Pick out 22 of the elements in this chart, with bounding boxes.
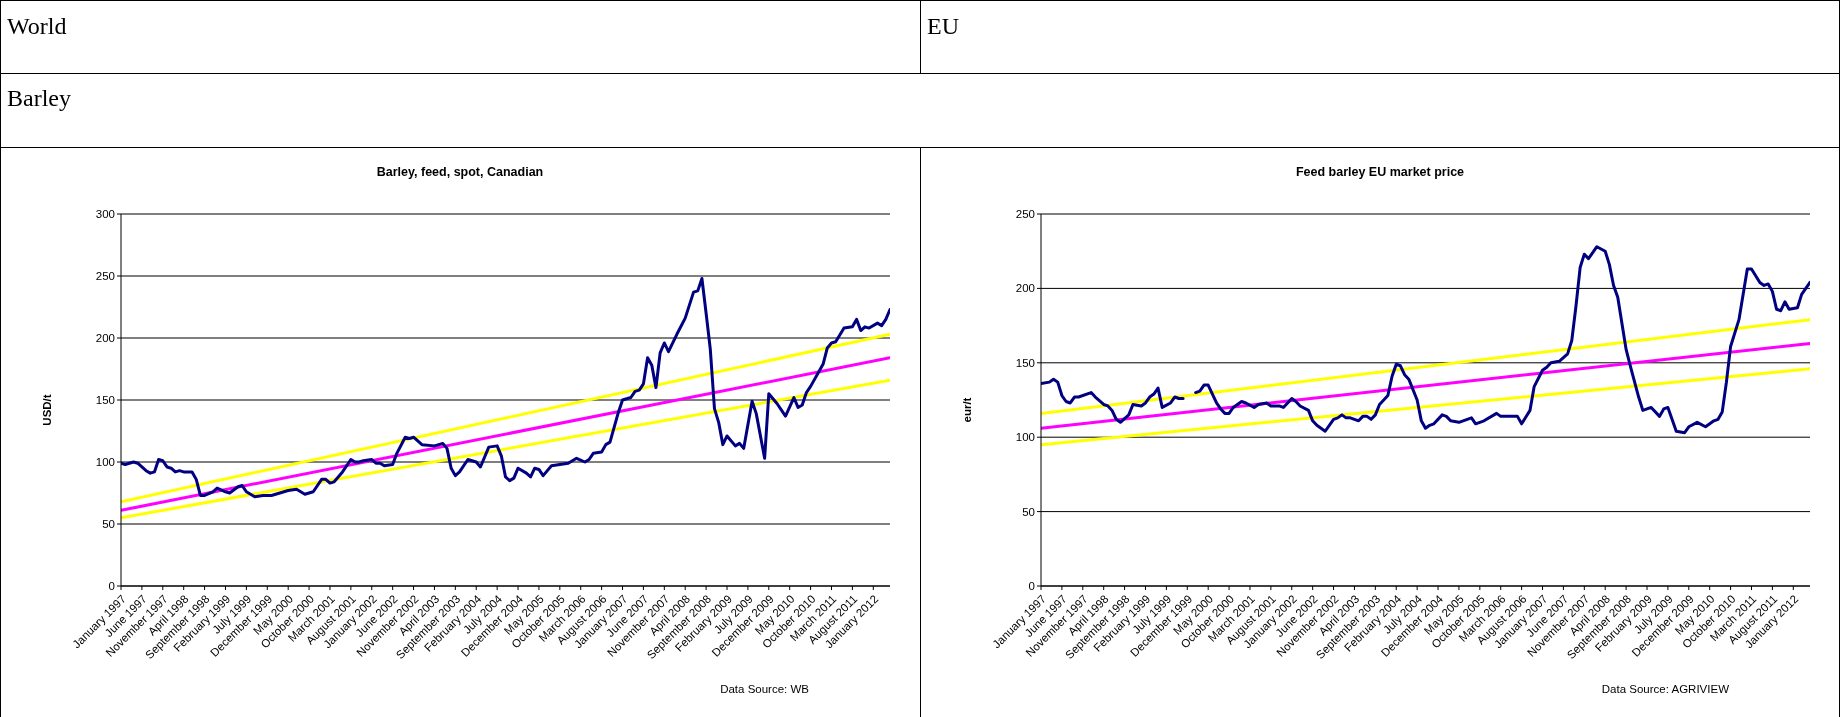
y-tick-label: 200	[95, 332, 115, 345]
text: Barley	[7, 85, 71, 112]
y-tick-label: 0	[108, 580, 115, 593]
y-tick-label: 0	[1028, 580, 1035, 593]
y-tick-label: 150	[95, 394, 115, 407]
y-axis-title: USD/t	[41, 393, 54, 428]
y-tick-label: 50	[1022, 505, 1035, 518]
source-note: Data Source: WB	[720, 683, 809, 695]
y-tick-label: 250	[95, 270, 115, 283]
y-tick-label: 150	[1015, 356, 1035, 369]
y-tick-label: 300	[95, 208, 115, 221]
chart-title: Feed barley EU market price	[1294, 165, 1466, 179]
y-tick-label: 200	[1015, 282, 1035, 295]
source-note: Data Source: AGRIVIEW	[1601, 683, 1729, 695]
y-tick-label: 100	[95, 456, 115, 469]
y-axis-title: eur/t	[961, 396, 974, 425]
y-tick-label: 50	[102, 518, 115, 531]
y-tick-label: 250	[1015, 208, 1035, 221]
y-tick-label: 100	[1015, 431, 1035, 444]
chart-title: Barley, feed, spot, Canadian	[375, 165, 545, 179]
chart-subtitle: EU	[927, 13, 959, 40]
chart-subtitle: World	[7, 13, 67, 40]
